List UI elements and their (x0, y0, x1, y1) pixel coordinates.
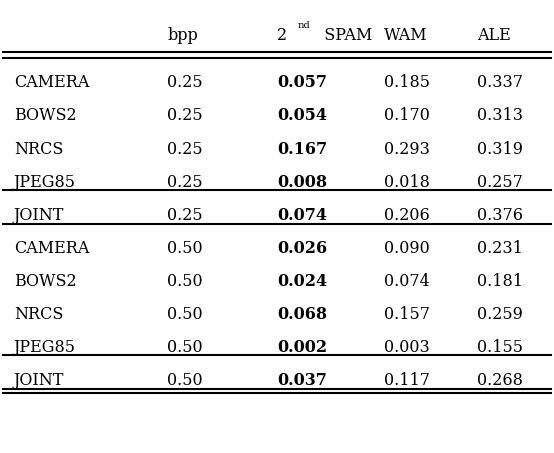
Text: 0.206: 0.206 (384, 207, 430, 224)
Text: JPEG85: JPEG85 (14, 173, 76, 191)
Text: 0.257: 0.257 (477, 173, 523, 191)
Text: WAM: WAM (384, 27, 428, 44)
Text: 0.50: 0.50 (167, 372, 203, 390)
Text: 0.068: 0.068 (277, 306, 327, 323)
Text: 0.002: 0.002 (277, 339, 327, 356)
Text: 0.170: 0.170 (384, 107, 430, 125)
Text: 0.25: 0.25 (167, 140, 203, 158)
Text: 0.117: 0.117 (384, 372, 430, 390)
Text: JOINT: JOINT (14, 207, 64, 224)
Text: BOWS2: BOWS2 (14, 273, 76, 290)
Text: 0.293: 0.293 (384, 140, 430, 158)
Text: 0.074: 0.074 (384, 273, 430, 290)
Text: 0.25: 0.25 (167, 173, 203, 191)
Text: 0.054: 0.054 (277, 107, 327, 125)
Text: 0.50: 0.50 (167, 273, 203, 290)
Text: 0.185: 0.185 (384, 74, 430, 92)
Text: 0.037: 0.037 (277, 372, 327, 390)
Text: JPEG85: JPEG85 (14, 339, 76, 356)
Text: 0.376: 0.376 (477, 207, 523, 224)
Text: 0.337: 0.337 (477, 74, 523, 92)
Text: 0.313: 0.313 (477, 107, 523, 125)
Text: 0.25: 0.25 (167, 74, 203, 92)
Text: 2: 2 (277, 27, 287, 44)
Text: NRCS: NRCS (14, 140, 63, 158)
Text: 0.25: 0.25 (167, 207, 203, 224)
Text: 0.157: 0.157 (384, 306, 430, 323)
Text: 0.50: 0.50 (167, 339, 203, 356)
Text: 0.155: 0.155 (477, 339, 523, 356)
Text: 0.057: 0.057 (277, 74, 327, 92)
Text: 0.167: 0.167 (277, 140, 327, 158)
Text: bpp: bpp (167, 27, 198, 44)
Text: 0.018: 0.018 (384, 173, 430, 191)
Text: 0.319: 0.319 (477, 140, 523, 158)
Text: 0.268: 0.268 (477, 372, 523, 390)
Text: 0.181: 0.181 (477, 273, 523, 290)
Text: 0.25: 0.25 (167, 107, 203, 125)
Text: 0.50: 0.50 (167, 306, 203, 323)
Text: 0.50: 0.50 (167, 240, 203, 257)
Text: 0.090: 0.090 (384, 240, 430, 257)
Text: nd: nd (298, 21, 311, 30)
Text: 0.003: 0.003 (384, 339, 430, 356)
Text: JOINT: JOINT (14, 372, 64, 390)
Text: 0.074: 0.074 (277, 207, 327, 224)
Text: ALE: ALE (477, 27, 511, 44)
Text: 0.259: 0.259 (477, 306, 523, 323)
Text: 0.008: 0.008 (277, 173, 327, 191)
Text: 0.026: 0.026 (277, 240, 327, 257)
Text: SPAM: SPAM (314, 27, 373, 44)
Text: NRCS: NRCS (14, 306, 63, 323)
Text: CAMERA: CAMERA (14, 240, 89, 257)
Text: BOWS2: BOWS2 (14, 107, 76, 125)
Text: CAMERA: CAMERA (14, 74, 89, 92)
Text: 0.024: 0.024 (277, 273, 327, 290)
Text: 0.231: 0.231 (477, 240, 523, 257)
